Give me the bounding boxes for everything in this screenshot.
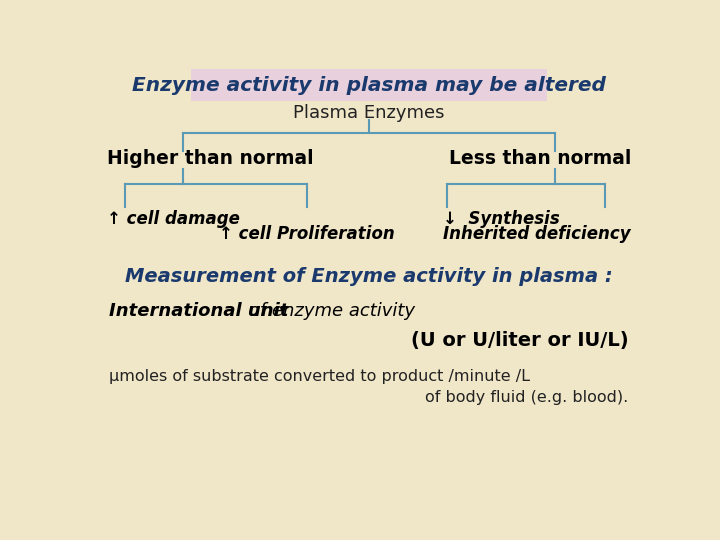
Text: Plasma Enzymes: Plasma Enzymes bbox=[293, 104, 445, 122]
Text: ↑ cell Proliferation: ↑ cell Proliferation bbox=[219, 225, 395, 243]
Text: (U or U/liter or IU/L): (U or U/liter or IU/L) bbox=[411, 331, 629, 350]
Text: ↓  Synthesis: ↓ Synthesis bbox=[443, 210, 559, 228]
Text: International unit: International unit bbox=[109, 302, 289, 320]
Text: Inherited deficiency: Inherited deficiency bbox=[444, 225, 631, 243]
Text: Higher than normal: Higher than normal bbox=[107, 149, 314, 168]
Text: ↑ cell damage: ↑ cell damage bbox=[107, 210, 240, 228]
Text: of enzyme activity: of enzyme activity bbox=[243, 302, 415, 320]
Text: of body fluid (e.g. blood).: of body fluid (e.g. blood). bbox=[426, 390, 629, 405]
FancyBboxPatch shape bbox=[191, 69, 547, 101]
Text: Enzyme activity in plasma may be altered: Enzyme activity in plasma may be altered bbox=[132, 76, 606, 95]
Text: Measurement of Enzyme activity in plasma :: Measurement of Enzyme activity in plasma… bbox=[125, 267, 613, 286]
Text: μmoles of substrate converted to product /minute /L: μmoles of substrate converted to product… bbox=[109, 369, 531, 384]
Text: Less than normal: Less than normal bbox=[449, 149, 631, 168]
